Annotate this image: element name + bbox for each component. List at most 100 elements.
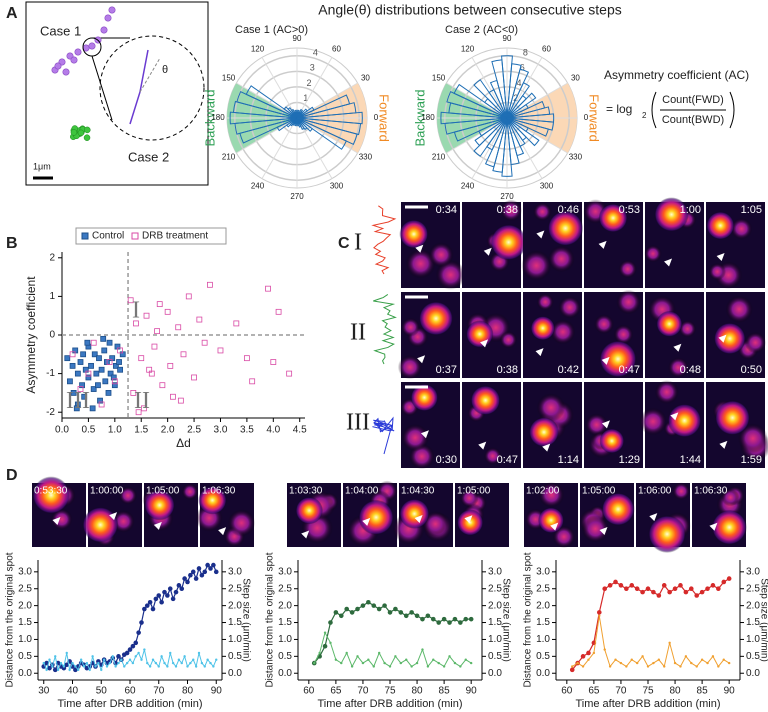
point xyxy=(136,630,141,635)
y2-tick-label: 0.5 xyxy=(746,651,760,662)
signal-spot xyxy=(418,301,454,336)
signal-blob xyxy=(536,293,554,311)
angle-tick-label: 240 xyxy=(251,182,265,191)
y-tick-label: 3.0 xyxy=(536,566,550,577)
point xyxy=(65,651,68,655)
panel-label: D xyxy=(6,467,18,484)
point xyxy=(91,655,94,658)
point xyxy=(656,593,662,598)
point xyxy=(175,324,182,331)
point xyxy=(721,579,727,585)
y2-tick-label: 0.5 xyxy=(488,651,502,662)
y-tick-label: 1.0 xyxy=(278,634,292,645)
signal-blob xyxy=(499,331,518,349)
panel-label: C xyxy=(338,235,350,252)
point xyxy=(469,661,473,665)
y-tick-label: 2.5 xyxy=(536,583,550,594)
point xyxy=(52,667,58,673)
spoke xyxy=(236,82,298,119)
x-tick-label: 3.0 xyxy=(214,425,228,436)
signal-spot xyxy=(648,515,686,553)
legend-marker xyxy=(131,232,139,240)
x-tick-label: 80 xyxy=(669,686,681,697)
point xyxy=(388,665,392,668)
y-tick-label: 2.0 xyxy=(536,600,550,611)
point xyxy=(679,665,682,668)
series-line xyxy=(571,578,730,671)
legend-label: DRB treatment xyxy=(142,231,208,242)
time-label: 0:37 xyxy=(436,364,457,376)
point xyxy=(85,370,92,377)
point xyxy=(105,390,112,396)
point xyxy=(625,665,628,668)
point xyxy=(144,603,150,608)
y2-tick-label: 1.0 xyxy=(746,634,760,645)
point xyxy=(97,397,103,404)
point xyxy=(143,648,146,651)
signal-spot xyxy=(465,320,494,348)
signal-blob xyxy=(585,413,608,437)
point xyxy=(191,374,197,381)
y2-tick-label: 2.5 xyxy=(746,583,760,594)
r-tick-label: 6 xyxy=(520,63,525,73)
x-tick-label: 0.0 xyxy=(55,425,69,436)
signal-spot xyxy=(410,383,439,412)
point xyxy=(56,668,60,672)
signal-blob xyxy=(401,424,429,452)
y2-axis-label: Step size (μm/min) xyxy=(758,578,768,662)
signal-spot xyxy=(82,506,119,543)
point xyxy=(146,661,149,665)
time-label: 0:47 xyxy=(497,454,518,466)
signal-spot xyxy=(711,509,747,545)
point xyxy=(111,378,118,385)
point xyxy=(192,658,195,661)
signal-blob xyxy=(639,407,667,436)
time-label: 1:05:00 xyxy=(457,486,491,497)
point xyxy=(189,661,192,665)
point xyxy=(69,351,76,358)
point xyxy=(598,614,601,617)
point xyxy=(186,665,189,668)
point xyxy=(162,589,167,595)
point xyxy=(717,665,720,668)
point xyxy=(393,606,398,612)
signal-spot xyxy=(706,211,735,240)
time-label: 0:30 xyxy=(436,454,457,466)
point xyxy=(114,665,117,668)
point xyxy=(414,613,420,619)
point xyxy=(201,339,208,346)
signal-spot xyxy=(599,340,637,378)
point xyxy=(64,662,70,668)
signal-blob xyxy=(581,515,610,543)
point xyxy=(710,583,716,588)
time-label: 1:29 xyxy=(619,454,640,466)
y2-tick-label: 1.0 xyxy=(488,634,502,645)
y2-tick-label: 3.0 xyxy=(746,566,760,577)
point xyxy=(657,658,661,661)
point xyxy=(140,658,143,661)
point xyxy=(94,665,97,668)
bar xyxy=(473,79,508,119)
arrowhead xyxy=(415,244,424,253)
signal-spot xyxy=(599,428,625,454)
point xyxy=(51,665,54,668)
angle-tick-label: 240 xyxy=(461,182,475,191)
time-label: 0:53:30 xyxy=(34,486,68,497)
point xyxy=(96,355,102,362)
bar xyxy=(489,79,508,119)
r-tick-label: 2 xyxy=(306,78,311,88)
point xyxy=(88,668,91,672)
point xyxy=(398,610,404,615)
point xyxy=(77,386,84,392)
row-label: III xyxy=(346,410,370,436)
signal-blob xyxy=(181,483,199,500)
y-tick-label: 2.5 xyxy=(18,583,32,594)
point xyxy=(690,661,693,665)
track-dot xyxy=(62,68,70,76)
point xyxy=(95,382,101,389)
signal-spot xyxy=(654,197,689,232)
y-tick-label: 0.0 xyxy=(18,668,32,679)
point xyxy=(197,651,201,655)
signal-spot xyxy=(714,400,751,436)
y-axis-label: Distance from the original spot xyxy=(5,552,16,687)
